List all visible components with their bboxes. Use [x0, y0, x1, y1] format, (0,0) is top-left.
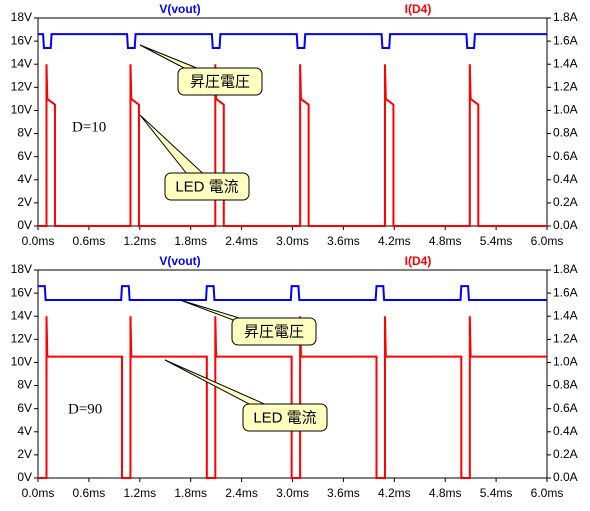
y2-tick-label: 1.6A [553, 285, 578, 299]
callout-text: LED 電流 [175, 178, 238, 195]
y-tick-label: 18V [11, 10, 32, 24]
x-tick-label: 4.8ms [429, 234, 462, 248]
y2-tick-label: 0.2A [553, 195, 578, 209]
y-tick-label: 2V [17, 447, 32, 461]
y2-tick-label: 0.8A [553, 378, 578, 392]
y2-tick-label: 1.8A [553, 262, 578, 276]
x-tick-label: 0.6ms [73, 486, 106, 500]
series-line [38, 285, 547, 302]
legend-entry: V(vout) [159, 254, 200, 268]
y2-tick-label: 1.2A [553, 332, 578, 346]
annotation: D=90 [68, 401, 102, 417]
y-tick-label: 10V [11, 355, 32, 369]
y2-tick-label: 1.6A [553, 33, 578, 47]
y2-tick-label: 0.4A [553, 424, 578, 438]
y-tick-label: 2V [17, 195, 32, 209]
x-tick-label: 3.6ms [327, 486, 360, 500]
x-tick-label: 6.0ms [531, 234, 564, 248]
y-tick-label: 12V [11, 80, 32, 94]
y2-tick-label: 1.0A [553, 355, 578, 369]
y-tick-label: 14V [11, 308, 32, 322]
y-tick-label: 8V [17, 378, 32, 392]
x-tick-label: 1.2ms [123, 234, 156, 248]
y-tick-label: 0V [17, 218, 32, 232]
x-tick-label: 1.2ms [123, 486, 156, 500]
callout-box [177, 67, 263, 96]
y-tick-label: 4V [17, 172, 32, 186]
x-tick-label: 5.4ms [480, 486, 513, 500]
series-line [38, 64, 547, 227]
y2-tick-label: 1.4A [553, 308, 578, 322]
x-tick-label: 5.4ms [480, 234, 513, 248]
callout-box [231, 317, 317, 346]
y-tick-label: 16V [11, 33, 32, 47]
y-tick-label: 10V [11, 103, 32, 117]
x-tick-label: 6.0ms [531, 486, 564, 500]
y-tick-label: 8V [17, 126, 32, 140]
callout-box [242, 403, 328, 432]
x-tick-label: 4.2ms [378, 234, 411, 248]
y2-tick-label: 1.8A [553, 10, 578, 24]
x-tick-label: 1.8ms [174, 486, 207, 500]
y-tick-label: 4V [17, 424, 32, 438]
y2-tick-label: 0.8A [553, 126, 578, 140]
y-tick-label: 0V [17, 470, 32, 484]
x-tick-label: 3.0ms [276, 486, 309, 500]
legend-entry: V(vout) [159, 2, 200, 16]
x-tick-label: 0.6ms [73, 234, 106, 248]
y2-tick-label: 0.4A [553, 172, 578, 186]
y2-tick-label: 0.6A [553, 401, 578, 415]
callout-box [164, 172, 250, 201]
y-tick-label: 6V [17, 149, 32, 163]
legend-entry: I(D4) [405, 2, 432, 16]
y2-tick-label: 0.6A [553, 149, 578, 163]
x-tick-label: 0.0ms [22, 234, 55, 248]
y2-tick-label: 0.0A [553, 218, 578, 232]
x-tick-label: 2.4ms [225, 486, 258, 500]
x-tick-label: 0.0ms [22, 486, 55, 500]
x-tick-label: 4.2ms [378, 486, 411, 500]
y-tick-label: 16V [11, 285, 32, 299]
callout-text: 昇圧電圧 [244, 323, 304, 340]
callout-text: LED 電流 [253, 409, 316, 426]
y-tick-label: 14V [11, 56, 32, 70]
x-tick-label: 2.4ms [225, 234, 258, 248]
x-tick-label: 4.8ms [429, 486, 462, 500]
annotation: D=10 [72, 119, 106, 135]
y-tick-label: 6V [17, 401, 32, 415]
x-tick-label: 3.0ms [276, 234, 309, 248]
callout-text: 昇圧電圧 [190, 73, 250, 90]
x-tick-label: 1.8ms [174, 234, 207, 248]
legend-entry: I(D4) [405, 254, 432, 268]
y2-tick-label: 1.4A [553, 56, 578, 70]
series-line [38, 33, 547, 50]
y2-tick-label: 1.2A [553, 80, 578, 94]
y2-tick-label: 0.0A [553, 470, 578, 484]
x-tick-label: 3.6ms [327, 234, 360, 248]
y2-tick-label: 1.0A [553, 103, 578, 117]
y-tick-label: 12V [11, 332, 32, 346]
y-tick-label: 18V [11, 262, 32, 276]
y2-tick-label: 0.2A [553, 447, 578, 461]
